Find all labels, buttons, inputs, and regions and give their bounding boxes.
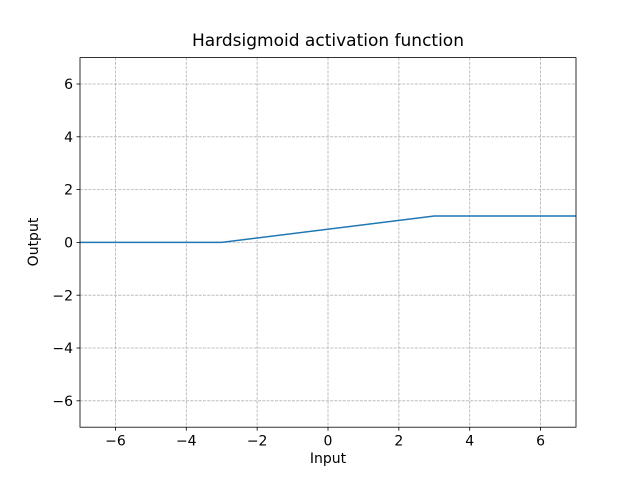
y-tick-label: −4 bbox=[52, 341, 73, 357]
y-tick-label: 0 bbox=[64, 236, 73, 252]
chart-title: Hardsigmoid activation function bbox=[192, 31, 464, 51]
x-axis-label: Input bbox=[309, 451, 347, 467]
y-tick-label: 6 bbox=[64, 77, 73, 93]
series-line-hardsigmoid bbox=[80, 215, 576, 244]
y-axis-label: Output bbox=[26, 217, 42, 267]
x-tick-label: 0 bbox=[324, 434, 333, 450]
x-tick-label: 2 bbox=[394, 434, 403, 450]
x-tick-label: 6 bbox=[536, 434, 545, 450]
y-tick-label: −6 bbox=[52, 394, 73, 410]
x-tick-label: −2 bbox=[247, 434, 268, 450]
y-tick-label: 4 bbox=[64, 130, 73, 146]
y-tick-label: 2 bbox=[64, 183, 73, 199]
y-tick-label: −2 bbox=[52, 288, 73, 304]
x-tick-label: 4 bbox=[465, 434, 474, 450]
x-tick-label: −4 bbox=[176, 434, 197, 450]
x-tick-label: −6 bbox=[105, 434, 126, 450]
